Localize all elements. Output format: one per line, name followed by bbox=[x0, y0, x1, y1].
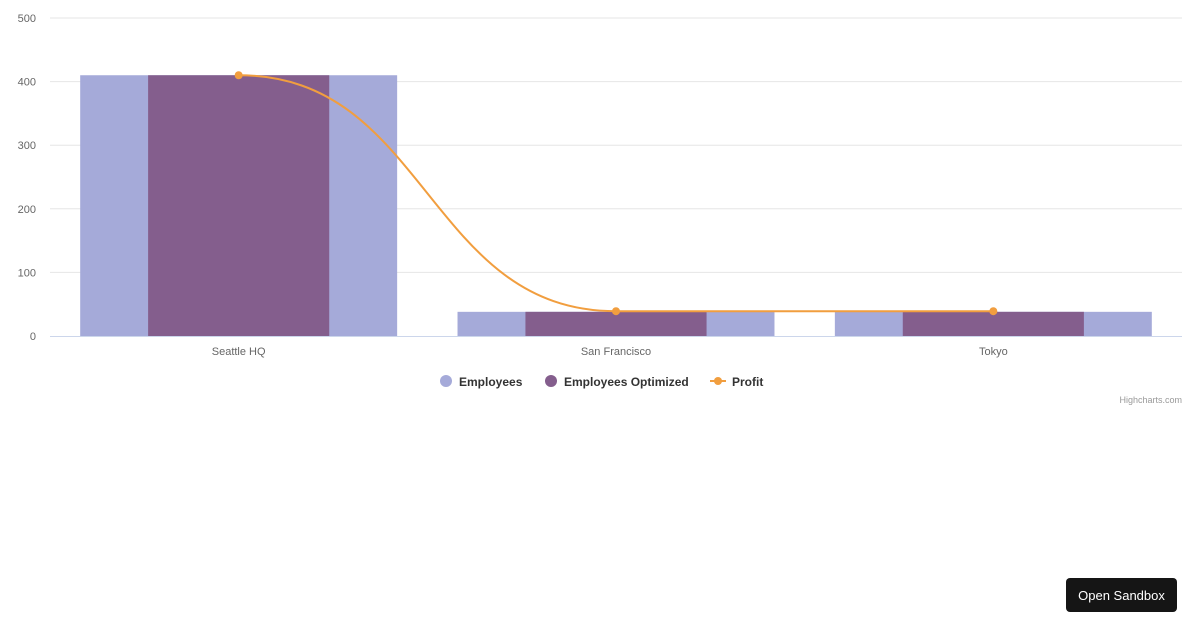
x-tick-label: San Francisco bbox=[581, 346, 651, 358]
y-axis-labels: 0 100 200 300 400 500 bbox=[18, 13, 36, 343]
profit-point[interactable] bbox=[234, 71, 243, 80]
bar-employees-optimized[interactable] bbox=[525, 311, 707, 336]
profit-series bbox=[234, 71, 998, 316]
x-tick-label: Tokyo bbox=[979, 346, 1008, 358]
y-tick-label: 400 bbox=[18, 77, 36, 89]
legend-label-profit: Profit bbox=[732, 375, 763, 389]
legend-item-employees[interactable]: Employees bbox=[440, 375, 523, 389]
legend-symbol-employees-optimized bbox=[545, 375, 557, 387]
employees-optimized-bars bbox=[148, 75, 1084, 337]
y-tick-label: 200 bbox=[18, 204, 36, 216]
y-tick-label: 100 bbox=[18, 267, 36, 279]
credits-link[interactable]: Highcharts.com bbox=[1119, 395, 1182, 405]
profit-point[interactable] bbox=[989, 307, 998, 316]
legend-label-employees: Employees bbox=[459, 375, 523, 389]
legend-item-employees-optimized[interactable]: Employees Optimized bbox=[545, 375, 689, 389]
profit-line bbox=[238, 74, 994, 313]
legend: Employees Employees Optimized Profit bbox=[440, 375, 763, 389]
open-sandbox-button[interactable]: Open Sandbox bbox=[1066, 578, 1177, 612]
legend-symbol-profit-marker bbox=[714, 377, 722, 385]
profit-point[interactable] bbox=[612, 307, 620, 316]
bar-employees-optimized[interactable] bbox=[902, 311, 1084, 336]
legend-item-profit[interactable]: Profit bbox=[710, 375, 763, 389]
legend-label-employees-optimized: Employees Optimized bbox=[564, 375, 689, 389]
x-axis-labels: Seattle HQ San Francisco Tokyo bbox=[212, 346, 1008, 358]
bar-employees-optimized[interactable] bbox=[148, 75, 330, 337]
y-tick-label: 300 bbox=[18, 140, 36, 152]
y-tick-label: 500 bbox=[18, 13, 36, 25]
x-tick-label: Seattle HQ bbox=[212, 346, 266, 358]
y-tick-label: 0 bbox=[30, 331, 36, 343]
legend-symbol-employees bbox=[440, 375, 452, 387]
